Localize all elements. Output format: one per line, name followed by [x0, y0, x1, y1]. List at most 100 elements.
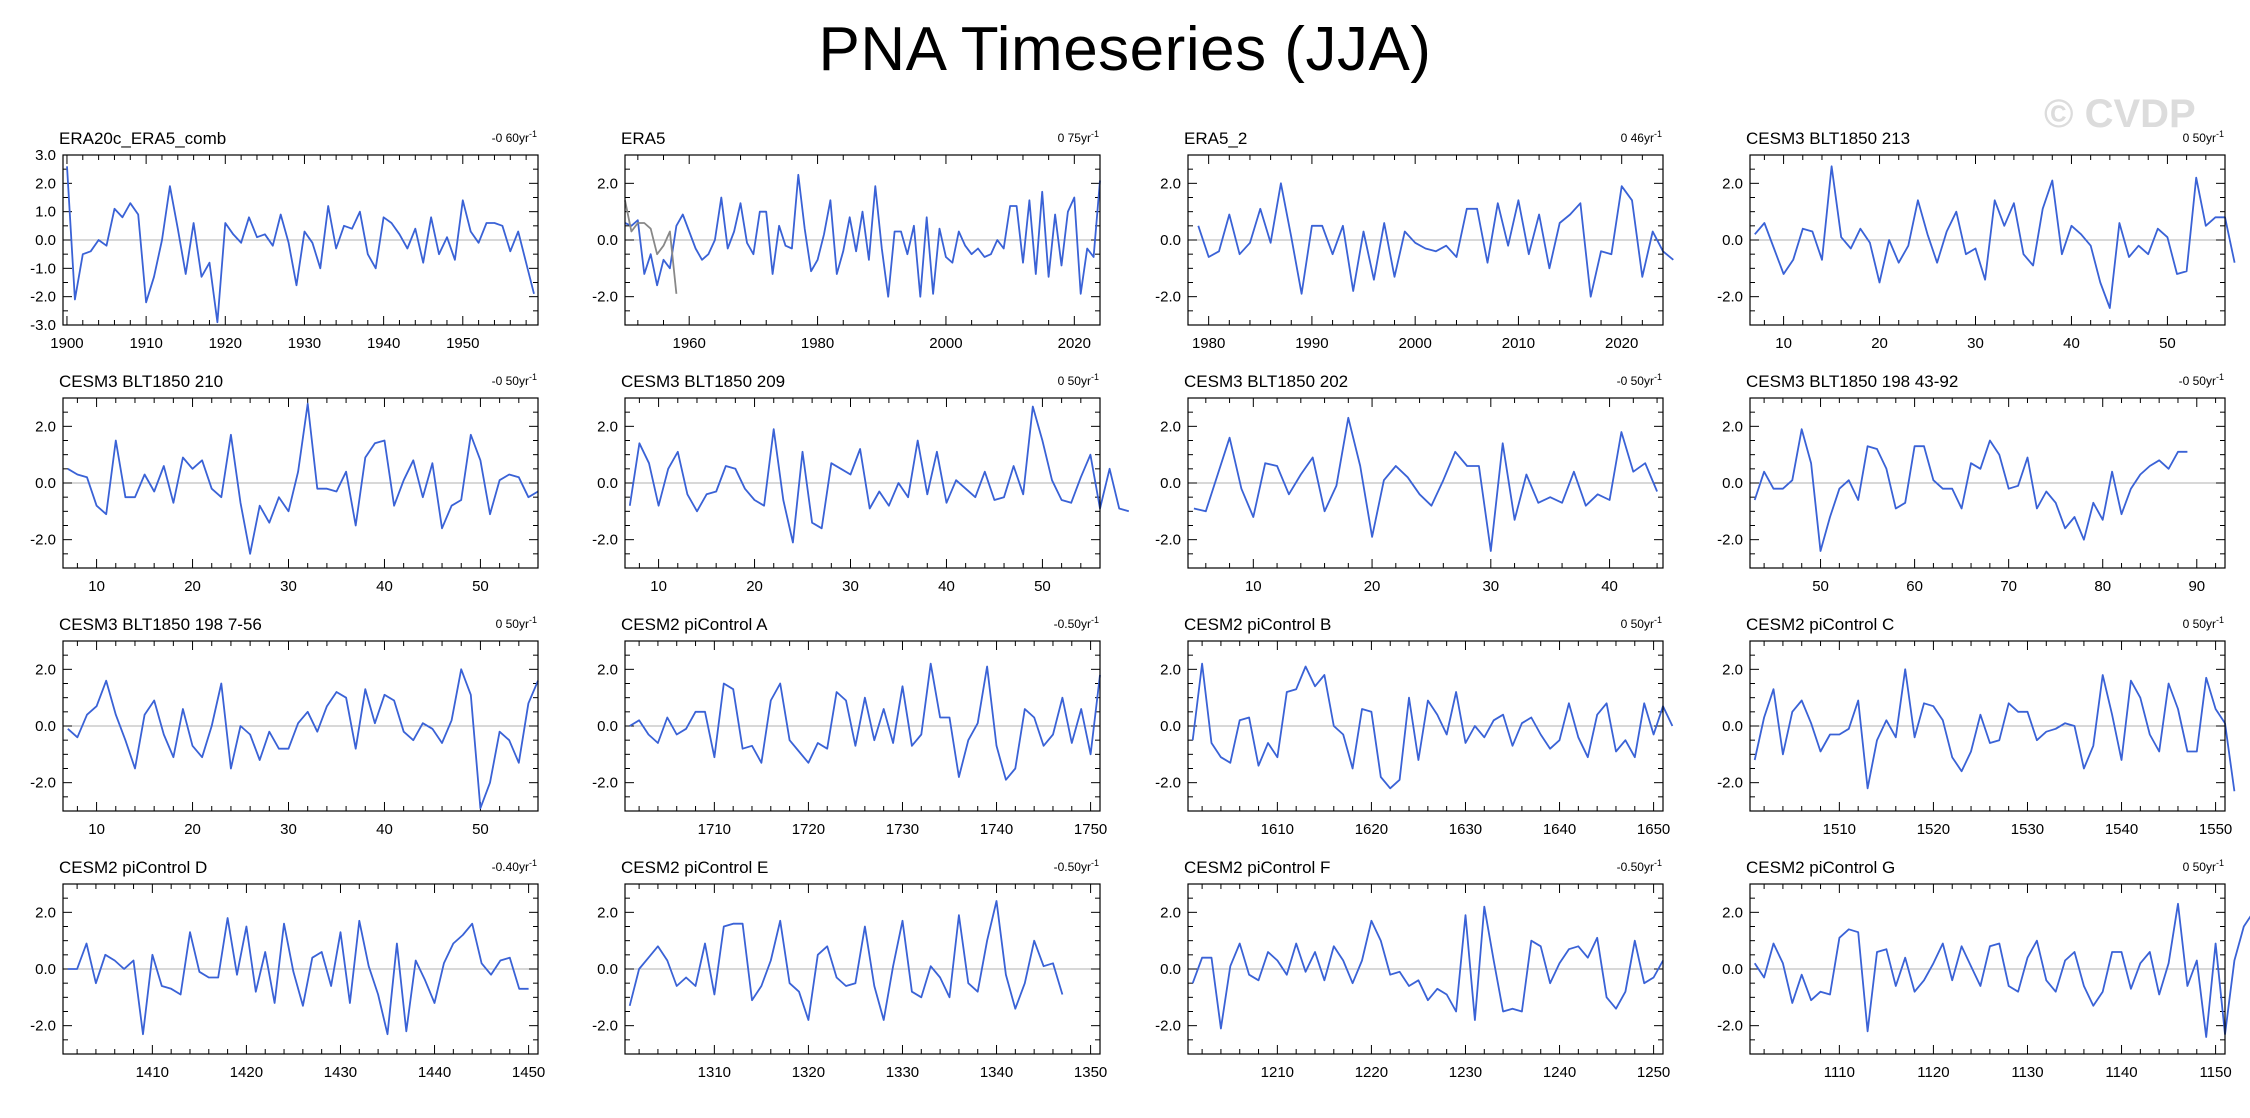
plot-frame — [1749, 883, 2226, 1055]
x-tick-label: 50 — [2159, 335, 2176, 352]
x-tick-label: 90 — [2188, 578, 2205, 595]
x-tick-label: 30 — [1967, 335, 1984, 352]
series-line — [67, 402, 539, 555]
trend-label: -0 50yr-1 — [1617, 372, 1662, 388]
x-tick-label: 1110 — [1824, 1064, 1855, 1081]
panel-title: CESM2 piControl A — [621, 615, 768, 634]
trend-exponent: -1 — [2216, 858, 2224, 868]
panel-title: CESM2 piControl C — [1746, 615, 1894, 634]
y-tick-label: 2.0 — [1160, 175, 1181, 192]
y-tick-label: 2.0 — [1722, 904, 1743, 921]
y-tick-label: 0.0 — [1722, 718, 1743, 735]
x-tick-label: 1740 — [980, 821, 1013, 838]
series-line — [66, 166, 535, 324]
y-tick-label: 2.0 — [597, 418, 618, 435]
y-tick-label: -2.0 — [1717, 1018, 1743, 1035]
x-tick-label: 2020 — [1058, 335, 1091, 352]
plot-frame — [1187, 397, 1664, 569]
y-tick-label: -2.0 — [592, 532, 618, 549]
x-tick-label: 10 — [88, 578, 105, 595]
panel-title: CESM3 BLT1850 202 — [1184, 372, 1348, 391]
panel-6: CESM3 BLT1850 209 0 50yr-1 -2.0 0.0 2.0 10 20 3… — [592, 372, 1130, 595]
x-tick-label: 50 — [1812, 578, 1829, 595]
x-tick-label: 1310 — [698, 1064, 731, 1081]
panel-5: CESM3 BLT1850 210 -0 50yr-1 -2.0 0.0 2.0 10 20… — [30, 372, 539, 595]
plot-frame — [624, 154, 1101, 326]
trend-exponent: -1 — [1654, 372, 1662, 382]
trend-label: -0 50yr-1 — [492, 372, 537, 388]
plot-frame — [1187, 883, 1664, 1055]
x-tick-label: 1910 — [129, 335, 162, 352]
x-tick-label: 20 — [184, 821, 201, 838]
x-tick-label: 80 — [2094, 578, 2111, 595]
y-tick-label: 2.0 — [1722, 175, 1743, 192]
panel-title: CESM3 BLT1850 198 43-92 — [1746, 372, 1958, 391]
series-line — [1191, 662, 1674, 790]
x-tick-label: 1230 — [1449, 1064, 1482, 1081]
trend-label: 0 50yr-1 — [1621, 615, 1662, 631]
y-tick-label: -2.0 — [592, 775, 618, 792]
x-tick-label: 50 — [1034, 578, 1051, 595]
x-tick-label: 10 — [1775, 335, 1792, 352]
x-tick-label: 1940 — [367, 335, 400, 352]
panel-title: CESM3 BLT1850 198 7-56 — [59, 615, 262, 634]
x-tick-label: 1750 — [1074, 821, 1107, 838]
y-tick-label: 0.0 — [35, 232, 56, 249]
trend-exponent: -1 — [529, 615, 537, 625]
x-tick-label: 1530 — [2011, 821, 2044, 838]
y-tick-label: 2.0 — [1160, 904, 1181, 921]
x-tick-label: 1720 — [792, 821, 825, 838]
y-tick-label: 2.0 — [1722, 418, 1743, 435]
y-tick-label: 1.0 — [35, 204, 56, 221]
y-tick-label: -2.0 — [592, 1018, 618, 1035]
y-tick-label: 0.0 — [597, 718, 618, 735]
x-tick-label: 10 — [88, 821, 105, 838]
trend-exponent: -1 — [2216, 615, 2224, 625]
series-line — [1753, 902, 2250, 1038]
trend-exponent: -1 — [1091, 858, 1099, 868]
panel-9: CESM3 BLT1850 198 7-56 0 50yr-1 -2.0 0.0 2.0… — [30, 615, 539, 838]
series-line — [628, 405, 1130, 544]
plot-frame — [62, 640, 539, 812]
series-line — [1193, 416, 1658, 552]
x-tick-label: 40 — [376, 578, 393, 595]
trend-label: 0 46yr-1 — [1621, 129, 1662, 145]
x-tick-label: 1980 — [801, 335, 834, 352]
x-tick-label: 1730 — [886, 821, 919, 838]
x-tick-label: 2010 — [1502, 335, 1535, 352]
x-tick-label: 1210 — [1261, 1064, 1294, 1081]
trend-exponent: -1 — [1091, 129, 1099, 139]
page-title: PNA Timeseries (JJA) — [818, 15, 1432, 84]
trend-exponent: -1 — [1654, 615, 1662, 625]
x-tick-label: 20 — [746, 578, 763, 595]
y-tick-label: -2.0 — [30, 1018, 56, 1035]
x-tick-label: 60 — [1906, 578, 1923, 595]
series-line — [629, 662, 1101, 781]
x-tick-label: 1330 — [886, 1064, 919, 1081]
series-line — [1191, 905, 1664, 1030]
y-tick-label: 0.0 — [1160, 232, 1181, 249]
trend-exponent: -1 — [1654, 129, 1662, 139]
panel-10: CESM2 piControl A -0.50yr-1 -2.0 0.0 2.0 1710… — [592, 615, 1107, 838]
panel-title: CESM2 piControl B — [1184, 615, 1331, 634]
series-line — [624, 173, 1101, 298]
panel-title: CESM2 piControl F — [1184, 858, 1330, 877]
x-tick-label: 1710 — [698, 821, 731, 838]
x-tick-label: 2020 — [1605, 335, 1638, 352]
x-tick-label: 1520 — [1917, 821, 1950, 838]
y-tick-label: 0.0 — [1160, 475, 1181, 492]
x-tick-label: 1900 — [50, 335, 83, 352]
x-tick-label: 1610 — [1261, 821, 1294, 838]
trend-label: -0.50yr-1 — [1054, 615, 1099, 631]
panel-8: CESM3 BLT1850 198 43-92 -0 50yr-1 -2.0 0.0 2… — [1717, 372, 2226, 595]
y-tick-label: 0.0 — [1160, 718, 1181, 735]
x-tick-label: 1990 — [1295, 335, 1328, 352]
x-tick-label: 1340 — [980, 1064, 1013, 1081]
y-tick-label: -2.0 — [592, 289, 618, 306]
x-tick-label: 1650 — [1637, 821, 1670, 838]
x-tick-label: 70 — [2000, 578, 2017, 595]
panel-11: CESM2 piControl B 0 50yr-1 -2.0 0.0 2.0 1610 1… — [1155, 615, 1674, 838]
x-tick-label: 1930 — [288, 335, 321, 352]
y-tick-label: 2.0 — [1160, 661, 1181, 678]
series-line — [67, 917, 529, 1036]
